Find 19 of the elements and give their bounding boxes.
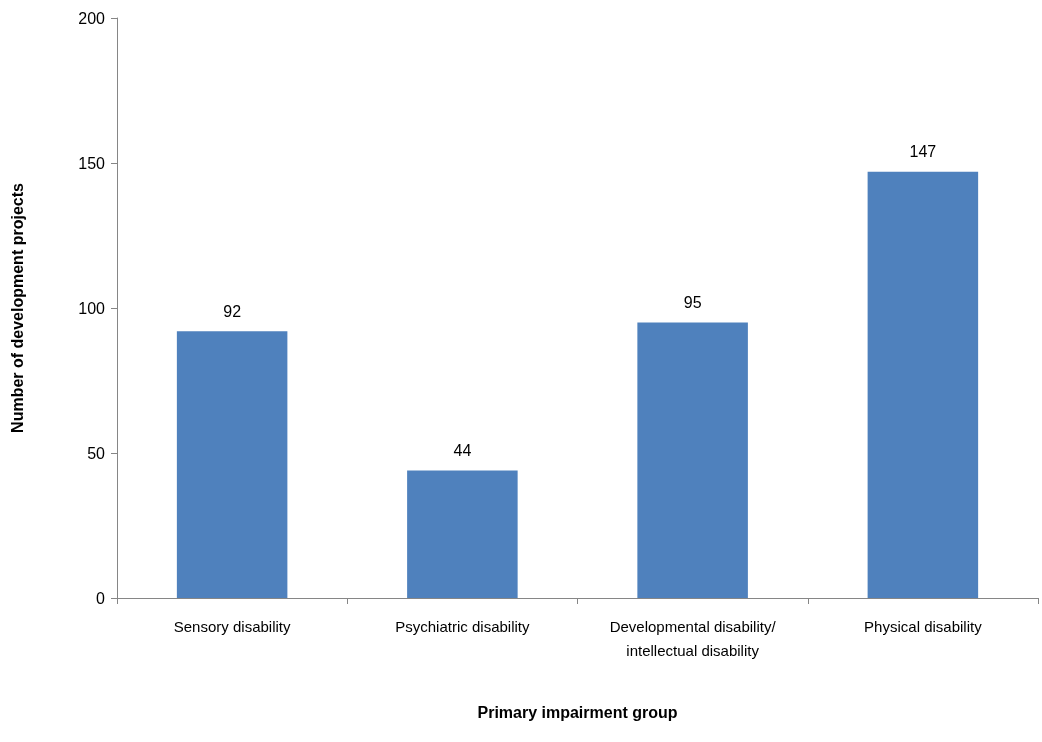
- y-tick-label: 200: [78, 9, 106, 27]
- x-tick-label: Sensory disability: [173, 617, 291, 635]
- x-tick-label: Physical disability: [864, 617, 983, 635]
- bar: [637, 322, 748, 598]
- data-label: 95: [683, 294, 702, 311]
- bar: [176, 331, 288, 598]
- x-tick-label: Developmental disability/intellectual disability: [609, 617, 777, 659]
- bar: [867, 171, 979, 598]
- x-axis-title: Primary impairment group: [477, 703, 678, 721]
- y-axis-title: Number of development projects: [8, 182, 26, 433]
- y-tick-label: 50: [87, 444, 106, 462]
- y-tick-label: 0: [96, 589, 106, 607]
- y-tick-label: 150: [78, 154, 106, 172]
- bar: [407, 470, 518, 598]
- data-label: 44: [453, 441, 472, 459]
- data-label: 147: [909, 143, 937, 161]
- data-label: 92: [223, 302, 242, 320]
- x-tick-label: Psychiatric disability: [395, 617, 530, 635]
- y-tick-label: 100: [78, 299, 106, 317]
